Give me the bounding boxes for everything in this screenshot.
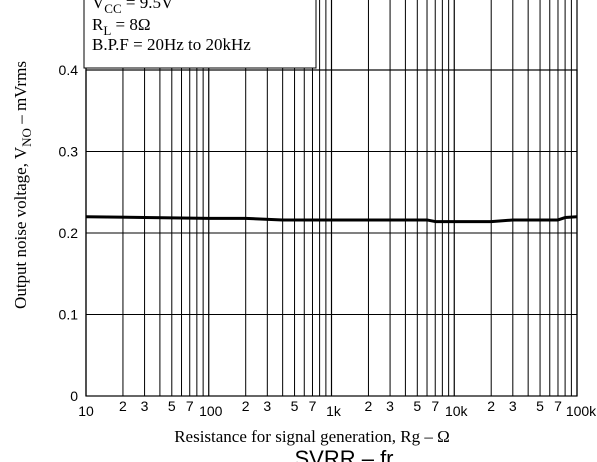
- x-major-tick-label: 100k: [566, 403, 597, 419]
- y-tick-label: 0.2: [59, 225, 79, 241]
- x-minor-tick-label: 2: [487, 398, 495, 414]
- series-layer: [85, 215, 578, 224]
- x-major-tick-label: 1k: [326, 403, 342, 419]
- x-minor-tick-label: 5: [168, 398, 176, 414]
- condition-rl: RL = 8Ω: [92, 15, 151, 38]
- x-minor-tick-label: 3: [263, 398, 271, 414]
- y-axis-label: Output noise voltage, VNO – mVrms: [11, 61, 34, 309]
- x-minor-tick-label: 3: [141, 398, 149, 414]
- x-minor-tick-label: 2: [242, 398, 250, 414]
- x-minor-tick-label: 3: [509, 398, 517, 414]
- x-major-tick-label: 10k: [445, 403, 469, 419]
- x-minor-tick-label: 7: [309, 398, 317, 414]
- x-minor-tick-label: 5: [413, 398, 421, 414]
- y-tick-label: 0: [70, 388, 78, 404]
- plot-frame: [85, 69, 578, 397]
- conditions-box-background: [83, 0, 317, 69]
- x-minor-tick-label: 7: [186, 398, 194, 414]
- condition-bpf: B.P.F = 20Hz to 20kHz: [92, 35, 251, 54]
- next-chart-title: SVRR – fr: [294, 446, 393, 462]
- y-tick-label: 0.4: [59, 62, 79, 78]
- conditions-box: VCC = 9.5V RL = 8Ω B.P.F = 20Hz to 20kHz: [83, 0, 317, 69]
- y-tick-label: 0.1: [59, 307, 79, 323]
- series-line: [85, 215, 578, 224]
- x-minor-tick-label: 7: [554, 398, 562, 414]
- y-tick-labels: 0 0.1 0.2 0.3 0.4: [59, 62, 79, 404]
- x-major-tick-label: 100: [199, 403, 223, 419]
- x-minor-tick-label: 2: [119, 398, 127, 414]
- x-axis-label: Resistance for signal generation, Rg – Ω: [174, 427, 450, 446]
- x-minor-tick-label: 5: [536, 398, 544, 414]
- x-minor-tick-label: 3: [386, 398, 394, 414]
- x-minor-tick-label: 2: [365, 398, 373, 414]
- x-minor-tick-label: 7: [431, 398, 439, 414]
- condition-vcc: VCC = 9.5V: [92, 0, 174, 16]
- x-major-tick-label: 10: [78, 403, 94, 419]
- y-tick-label: 0.3: [59, 144, 79, 160]
- x-minor-tick-label: 5: [291, 398, 299, 414]
